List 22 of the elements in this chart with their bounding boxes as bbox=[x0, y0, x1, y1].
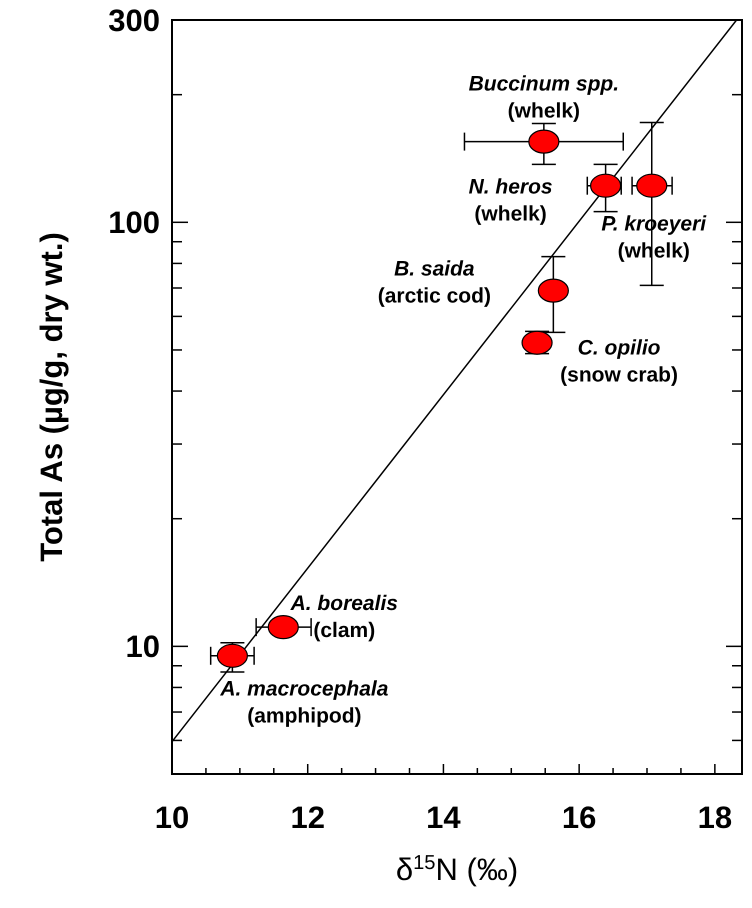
x-tick-label: 18 bbox=[698, 800, 732, 835]
point bbox=[528, 130, 560, 154]
x-tick-label: 16 bbox=[562, 800, 596, 835]
y-tick-label: 10 bbox=[126, 629, 160, 664]
y-axis-title: Total As (µg/g, dry wt.) bbox=[34, 232, 69, 562]
annotation: A. macrocephala (amphipod) bbox=[219, 678, 389, 728]
annotation: A. borealis (clam) bbox=[290, 592, 398, 642]
point bbox=[590, 174, 622, 198]
x-tick-label: 12 bbox=[290, 800, 325, 835]
annotation: C. opilio (snow crab) bbox=[560, 336, 678, 387]
point bbox=[636, 174, 668, 198]
x-tick-label: 10 bbox=[154, 800, 190, 835]
point bbox=[216, 644, 248, 668]
x-axis-title: δ$^{15}$N (‰) bbox=[396, 852, 518, 887]
x-tick-label: 14 bbox=[426, 800, 462, 835]
y-tick-label: 100 bbox=[108, 205, 160, 240]
point bbox=[268, 615, 299, 640]
annotation: Buccinum spp. (whelk) bbox=[468, 72, 620, 122]
y-tick-label: 300 bbox=[108, 2, 160, 38]
annotation: N. heros (whelk) bbox=[468, 176, 553, 226]
annotation: B. saida (arctic cod) bbox=[378, 258, 491, 308]
point bbox=[538, 278, 569, 303]
